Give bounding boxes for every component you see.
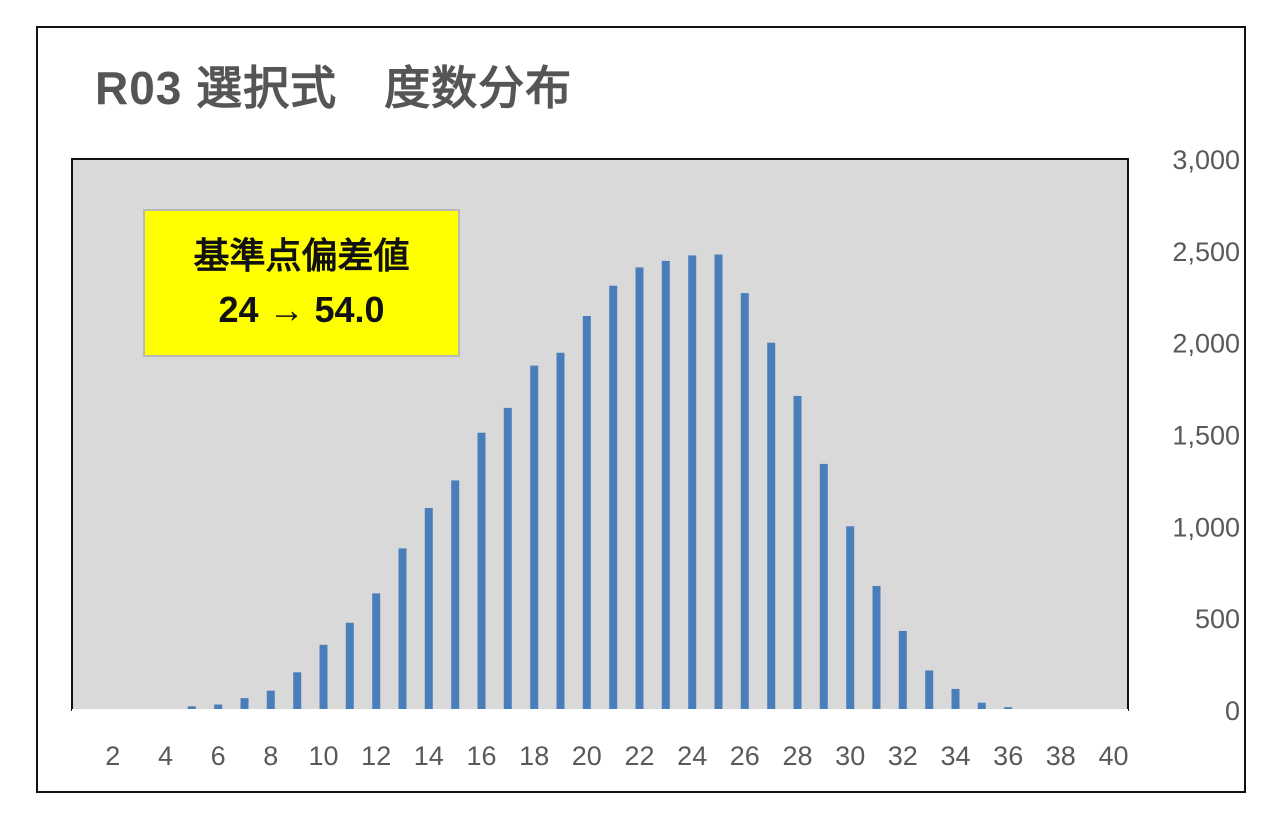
- y-tick-label: 0: [1225, 696, 1240, 726]
- bar-29: [819, 463, 828, 710]
- bar-9: [293, 672, 302, 710]
- bar-21: [609, 285, 618, 710]
- bar-35: [977, 702, 986, 710]
- x-tick-label: 2: [105, 741, 120, 771]
- bar-26: [740, 293, 749, 710]
- bar-31: [872, 586, 881, 710]
- chart-title: R03 選択式 度数分布: [95, 62, 573, 114]
- bar-34: [951, 688, 960, 710]
- y-tick-label: 1,000: [1172, 512, 1240, 542]
- bar-16: [477, 432, 486, 710]
- y-tick-label: 500: [1195, 604, 1240, 634]
- x-tick-label: 8: [263, 741, 278, 771]
- x-tick-label: 36: [993, 741, 1023, 771]
- reference-score-callout: 基準点偏差値 24 → 54.0: [143, 209, 460, 357]
- bar-32: [898, 631, 907, 710]
- x-tick-label: 40: [1098, 741, 1128, 771]
- bar-19: [556, 352, 565, 710]
- y-tick-label: 2,500: [1172, 237, 1240, 267]
- y-tick-labels: 0 500 1,000 1,500 2,000 2,500 3,000: [1172, 145, 1240, 726]
- callout-line1: 基準点偏差値: [193, 235, 410, 276]
- bar-28: [793, 395, 802, 710]
- x-tick-label: 32: [888, 741, 918, 771]
- bar-20: [582, 316, 591, 710]
- x-tick-label: 10: [308, 741, 338, 771]
- bar-12: [372, 593, 381, 710]
- x-tick-label: 20: [572, 741, 602, 771]
- bar-11: [345, 622, 354, 710]
- x-tick-label: 26: [730, 741, 760, 771]
- x-tick-label: 14: [414, 741, 444, 771]
- x-tick-label: 12: [361, 741, 391, 771]
- x-tick-label: 18: [519, 741, 549, 771]
- callout-line2: 24 → 54.0: [218, 289, 385, 330]
- bar-18: [530, 365, 539, 710]
- bar-27: [767, 342, 776, 710]
- bar-24: [688, 255, 697, 710]
- bar-36: [1004, 707, 1013, 710]
- x-tick-label: 22: [624, 741, 654, 771]
- x-tick-labels: 2 4 6 8 10 12 14 16 18 20 22 24 26 28 30 32 34 36 38 40: [105, 741, 1128, 771]
- x-tick-label: 34: [940, 741, 970, 771]
- bar-33: [925, 670, 934, 710]
- x-tick-label: 38: [1046, 741, 1076, 771]
- x-tick-label: 30: [835, 741, 865, 771]
- bar-25: [714, 254, 723, 710]
- bar-17: [503, 407, 512, 710]
- bar-23: [661, 260, 670, 710]
- y-tick-label: 2,000: [1172, 329, 1240, 359]
- bar-8: [266, 690, 275, 710]
- bar-30: [846, 526, 855, 710]
- x-tick-label: 4: [158, 741, 173, 771]
- bars-group: [161, 254, 1039, 710]
- x-tick-label: 24: [677, 741, 707, 771]
- bar-13: [398, 548, 407, 710]
- bar-6: [214, 704, 223, 710]
- bar-15: [451, 480, 460, 710]
- y-tick-label: 3,000: [1172, 145, 1240, 175]
- bar-22: [635, 267, 644, 710]
- bar-7: [240, 698, 249, 710]
- bar-10: [319, 644, 328, 710]
- y-tick-label: 1,500: [1172, 421, 1240, 451]
- bar-5: [187, 706, 196, 710]
- x-tick-label: 6: [211, 741, 226, 771]
- x-tick-label: 16: [466, 741, 496, 771]
- x-tick-label: 28: [782, 741, 812, 771]
- bar-14: [424, 508, 433, 710]
